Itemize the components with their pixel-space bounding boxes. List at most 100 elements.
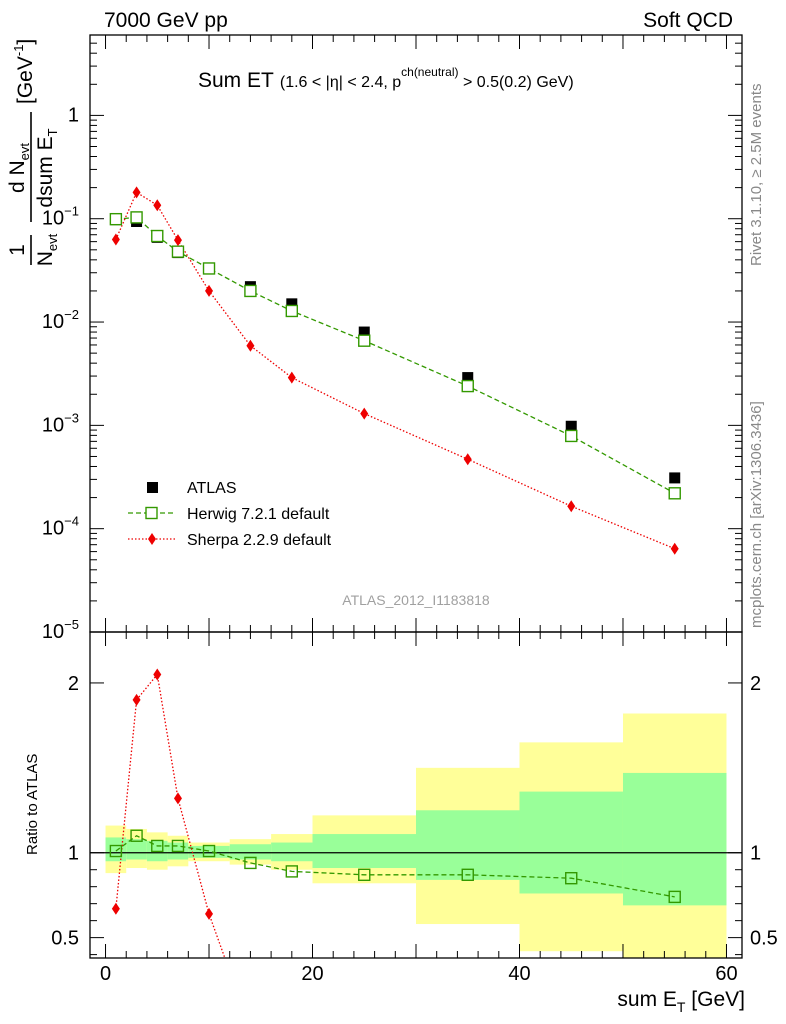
sherpa-ratio-point (205, 907, 214, 920)
atlas-point (286, 298, 298, 310)
mcplots-reference-text: mcplots.cern.ch [arXiv:1306.3436] (748, 401, 765, 628)
x-tick-label: 40 (508, 963, 530, 985)
svg-text:dsum ET: dsum ET (34, 128, 60, 207)
y-tick-label: 10−4 (42, 514, 79, 540)
ratio-data-series (90, 668, 742, 978)
herwig-ratio-line (115, 834, 675, 898)
herwig-point (668, 487, 681, 500)
legend: ATLAS Herwig 7.2.1 default Sherpa 2.2.9 … (128, 480, 332, 549)
ratio-band-green (312, 834, 416, 869)
y-tick-label: 1 (68, 104, 79, 126)
ratio-axis-ticks: 0 20 40 60 0.5 0.5 1 1 2 2 (51, 632, 778, 985)
ratio-y-tick-label-right: 1 (750, 843, 761, 865)
sherpa-line (115, 191, 675, 550)
legend-label-sherpa: Sherpa 2.2.9 default (187, 532, 332, 549)
sherpa-point (287, 371, 296, 384)
herwig-ratio-point (358, 868, 371, 882)
sherpa-point (567, 500, 576, 513)
herwig-ratio-point (171, 839, 185, 853)
ratio-band-green (416, 810, 520, 880)
sherpa-point (153, 199, 162, 212)
herwig-ratio-point (130, 829, 143, 842)
legend-marker-atlas (147, 482, 158, 493)
sherpa-point (111, 233, 120, 246)
herwig-line (115, 216, 676, 494)
plot-title: Sum ET (1.6 < |η| < 2.4, pch(neutral) > 0… (198, 65, 574, 92)
svg-text:d Nevt: d Nevt (6, 143, 32, 193)
atlas-point (358, 326, 370, 338)
sherpa-point (205, 284, 214, 297)
sherpa-point (246, 339, 255, 352)
x-axis-label: sum ET [GeV] (617, 988, 745, 1015)
ratio-y-tick-label-right: 0.5 (750, 928, 778, 950)
ratio-y-axis-label: Ratio to ATLAS (24, 754, 41, 855)
herwig-ratio-point (565, 871, 578, 885)
ratio-band-green (622, 772, 727, 906)
herwig-point (461, 379, 474, 393)
herwig-point (130, 211, 143, 224)
main-y-axis-ticks: 10−5 10−4 10−3 10−2 10−1 1 (42, 34, 742, 643)
x-tick-label: 20 (301, 963, 323, 985)
main-data-series (109, 186, 681, 555)
atlas-point (669, 472, 681, 484)
sherpa-ratio-line (115, 672, 226, 958)
sherpa-ratio-point (153, 668, 162, 681)
y-tick-label: 10−1 (42, 204, 79, 230)
herwig-point (565, 429, 578, 443)
atlas-point (462, 372, 474, 384)
sherpa-ratio-point (132, 693, 141, 706)
sherpa-ratio-point (111, 902, 120, 915)
sherpa-point (173, 234, 182, 247)
x-tick-label: 0 (100, 963, 111, 985)
herwig-point (151, 229, 164, 243)
sherpa-point (670, 542, 679, 555)
y-axis-label: 1 Nevt d Nevt dsum ET [GeV-1] (6, 39, 60, 267)
herwig-ratio-point (202, 844, 216, 858)
herwig-point (109, 212, 123, 226)
legend-label-atlas: ATLAS (187, 480, 237, 497)
herwig-ratio-point (109, 844, 123, 858)
y-tick-label: 10−2 (42, 307, 79, 333)
sherpa-point (463, 453, 472, 466)
ratio-band-green (105, 837, 127, 862)
ratio-band-green (519, 791, 623, 894)
legend-marker-sherpa (148, 533, 156, 545)
herwig-ratio-point (151, 839, 164, 853)
herwig-ratio-point (244, 856, 257, 870)
ratio-y-tick-label-left: 0.5 (51, 928, 79, 950)
sherpa-point (360, 407, 369, 420)
legend-label-herwig: Herwig 7.2.1 default (187, 506, 330, 523)
herwig-point (358, 334, 371, 347)
herwig-point (202, 262, 216, 275)
svg-text:[GeV-1]: [GeV-1] (11, 39, 37, 104)
ratio-uncertainty-bands (105, 713, 727, 958)
ratio-band-green (271, 842, 313, 862)
svg-text:Nevt: Nevt (34, 233, 60, 266)
x-tick-label: 60 (715, 963, 737, 985)
header-left: 7000 GeV pp (104, 9, 228, 32)
y-tick-label: 10−3 (42, 410, 79, 436)
rivet-version-text: Rivet 3.1.10, ≥ 2.5M events (748, 84, 765, 267)
sherpa-point (132, 186, 141, 199)
svg-text:1: 1 (6, 244, 29, 256)
atlas-point (565, 420, 577, 432)
ratio-y-tick-label-left: 1 (68, 843, 79, 865)
herwig-ratio-point (461, 868, 474, 882)
sherpa-ratio-point (226, 966, 234, 978)
ratio-y-tick-label-right: 2 (750, 673, 761, 695)
herwig-point (244, 284, 257, 298)
analysis-id: ATLAS_2012_I1183818 (342, 592, 490, 608)
header-right: Soft QCD (643, 9, 733, 32)
sherpa-ratio-point (173, 792, 182, 805)
ratio-band-green (229, 844, 272, 860)
legend-marker-herwig (145, 506, 158, 520)
herwig-ratio-point (285, 865, 299, 878)
ratio-y-tick-label-left: 2 (68, 673, 79, 695)
herwig-point (171, 245, 185, 258)
y-tick-label: 10−5 (42, 617, 79, 643)
ratio-band-green (126, 839, 147, 860)
herwig-ratio-point (668, 890, 681, 904)
herwig-point (285, 304, 299, 318)
ratio-band-green (188, 845, 230, 858)
